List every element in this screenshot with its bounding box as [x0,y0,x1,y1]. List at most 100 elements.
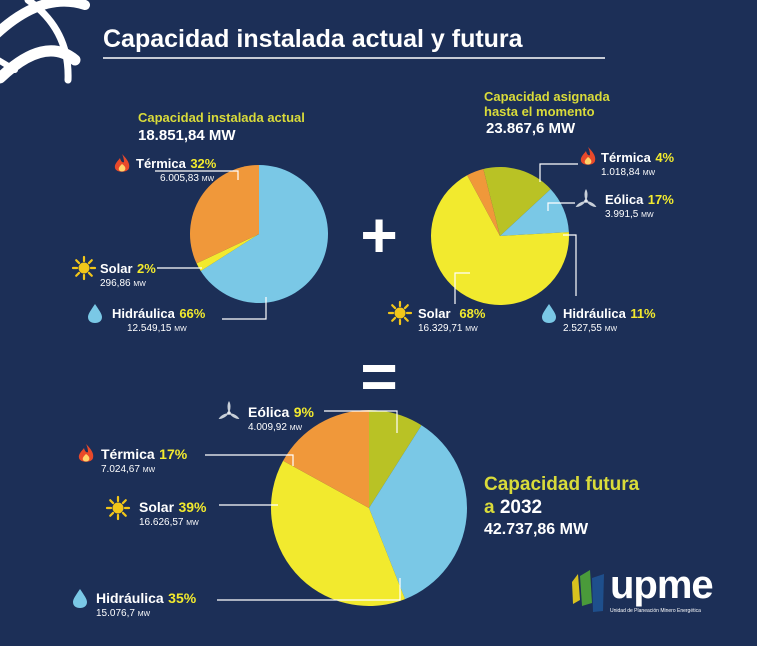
water-drop-icon [73,589,87,608]
label-percent: 11% [630,306,656,321]
sun-icon [387,300,413,326]
leader-current-hidraulica [222,297,267,320]
water-drop-icon [542,304,556,323]
upme-wordmark: upme [610,563,714,607]
label-percent: 66% [179,306,206,321]
label-future-termica: Térmica 17% 7.024,67 MW [101,446,187,475]
label-mw-value: 16.329,71 [418,323,463,334]
label-future-solar: Solar 39% 16.626,57 MW [139,499,207,528]
sun-ray [75,259,81,265]
label-mw: 1.018,84 MW [601,167,674,178]
leader-future-eolica [324,410,398,433]
leader-assigned-hidraulica [563,234,577,296]
label-name: Térmica [136,156,186,171]
label-mw: 296,86 MW [100,278,156,289]
future-total: 42.737,86 MW [484,521,589,538]
label-assigned-termica: Térmica 4% 1.018,84 MW [601,149,674,178]
label-current-termica: Térmica 32% 6.005,83 MW [136,155,216,184]
label-mw-value: 12.549,15 [127,323,172,334]
sun-ray [121,499,127,505]
label-mw-unit: MW [174,326,187,333]
sun-ray [75,271,81,277]
upme-tagline: Unidad de Planeación Minero Energética [610,608,701,614]
label-mw-unit: MW [604,326,618,333]
label-assigned-eolica: Eólica 17% 3.991,5 MW [605,191,674,220]
label-percent: 35% [168,590,197,606]
label-mw: 4.009,92 MW [248,422,314,433]
leader-assigned-termica [539,163,578,182]
sun-ray [87,271,93,277]
leader-assigned-solar [454,272,470,304]
pie-assigned [430,167,569,305]
future-heading: Capacidad futura a 2032 [484,473,639,519]
label-percent: 9% [293,404,314,420]
pie-assigned-slice-hidraulica [500,189,569,236]
flame-icon [78,444,94,462]
wind-turbine-icon [575,189,597,208]
turbine-blade [584,189,588,201]
label-mw: 7.024,67 MW [101,464,187,475]
leader-current-termica [155,170,239,180]
leader-future-termica [205,454,294,466]
turbine-hub [227,411,231,415]
turbine-blade [227,401,231,413]
turbine-blade [575,201,586,208]
upme-logo: upme Unidad de Planeación Minero Energét… [610,565,740,614]
label-mw: 16.329,71 MW [418,323,485,334]
label-percent: 32% [190,156,217,171]
pie-current-slice-termica [190,165,259,264]
sun-icon [71,255,97,281]
label-name: Solar [418,306,451,321]
pie-current-slice-hidraulica [200,165,328,303]
flame-icon [114,154,130,172]
pie-current-slice-solar [196,234,259,271]
label-name: Hidráulica [112,306,175,321]
sun-ray [391,316,397,322]
label-mw-unit: MW [142,467,156,474]
label-mw-value: 7.024,67 [101,464,140,475]
sun-ray [87,259,93,265]
label-assigned-hidraulica: Hidráulica 11% 2.527,55 MW [563,305,656,334]
page-title: Capacidad instalada actual y futura [103,25,524,53]
label-mw-value: 3.991,5 [605,209,639,220]
label-assigned-solar: Solar 68% 16.329,71 MW [418,305,485,334]
assigned-total: 23.867,6 MW [486,120,576,137]
pie-future-slice-solar [270,460,406,607]
leader-future-hidraulica [217,578,401,601]
label-percent: 17% [159,446,188,462]
turbine-blade [586,201,597,208]
label-mw-value: 16.626,57 [139,517,184,528]
label-mw-unit: MW [641,212,654,219]
label-mw-unit: MW [133,281,146,288]
label-future-hidraulica: Hidráulica 35% 15.076,7 MW [96,590,196,619]
water-drop-icon [88,304,102,323]
label-percent: 17% [647,192,674,207]
label-name: Térmica [101,446,155,462]
label-future-eolica: Eólica 9% 4.009,92 MW [248,404,314,433]
label-mw-unit: MW [289,425,303,432]
turbine-blade [229,413,240,420]
future-heading-year: 2032 [499,497,543,518]
corner-arcs-icon [0,0,90,84]
leader-lines [155,163,578,601]
equals-sign: = [360,340,397,412]
pie-assigned-slice-termica [467,169,500,236]
flame-icon [580,147,596,165]
label-name: Eólica [248,404,290,420]
pie-assigned-slice-eolica [483,167,551,236]
upme-logo-mark-icon [572,570,604,612]
label-mw-value: 1.018,84 [601,167,640,178]
pie-current [190,165,328,303]
label-mw-value: 4.009,92 [248,422,287,433]
label-name: Hidráulica [96,590,164,606]
current-total: 18.851,84 MW [138,127,236,144]
turbine-blade [218,413,229,420]
label-mw: 16.626,57 MW [139,517,207,528]
pie-future-slice-hidraulica [369,425,467,600]
label-name: Solar [139,499,175,515]
label-mw: 12.549,15 MW [112,323,205,334]
label-percent: 68% [459,306,486,321]
sun-ray [391,304,397,310]
